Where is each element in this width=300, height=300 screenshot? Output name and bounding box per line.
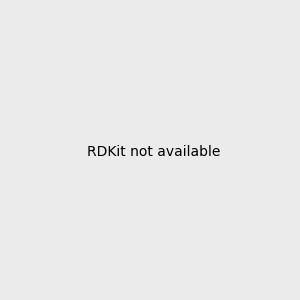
Text: RDKit not available: RDKit not available xyxy=(87,145,220,158)
